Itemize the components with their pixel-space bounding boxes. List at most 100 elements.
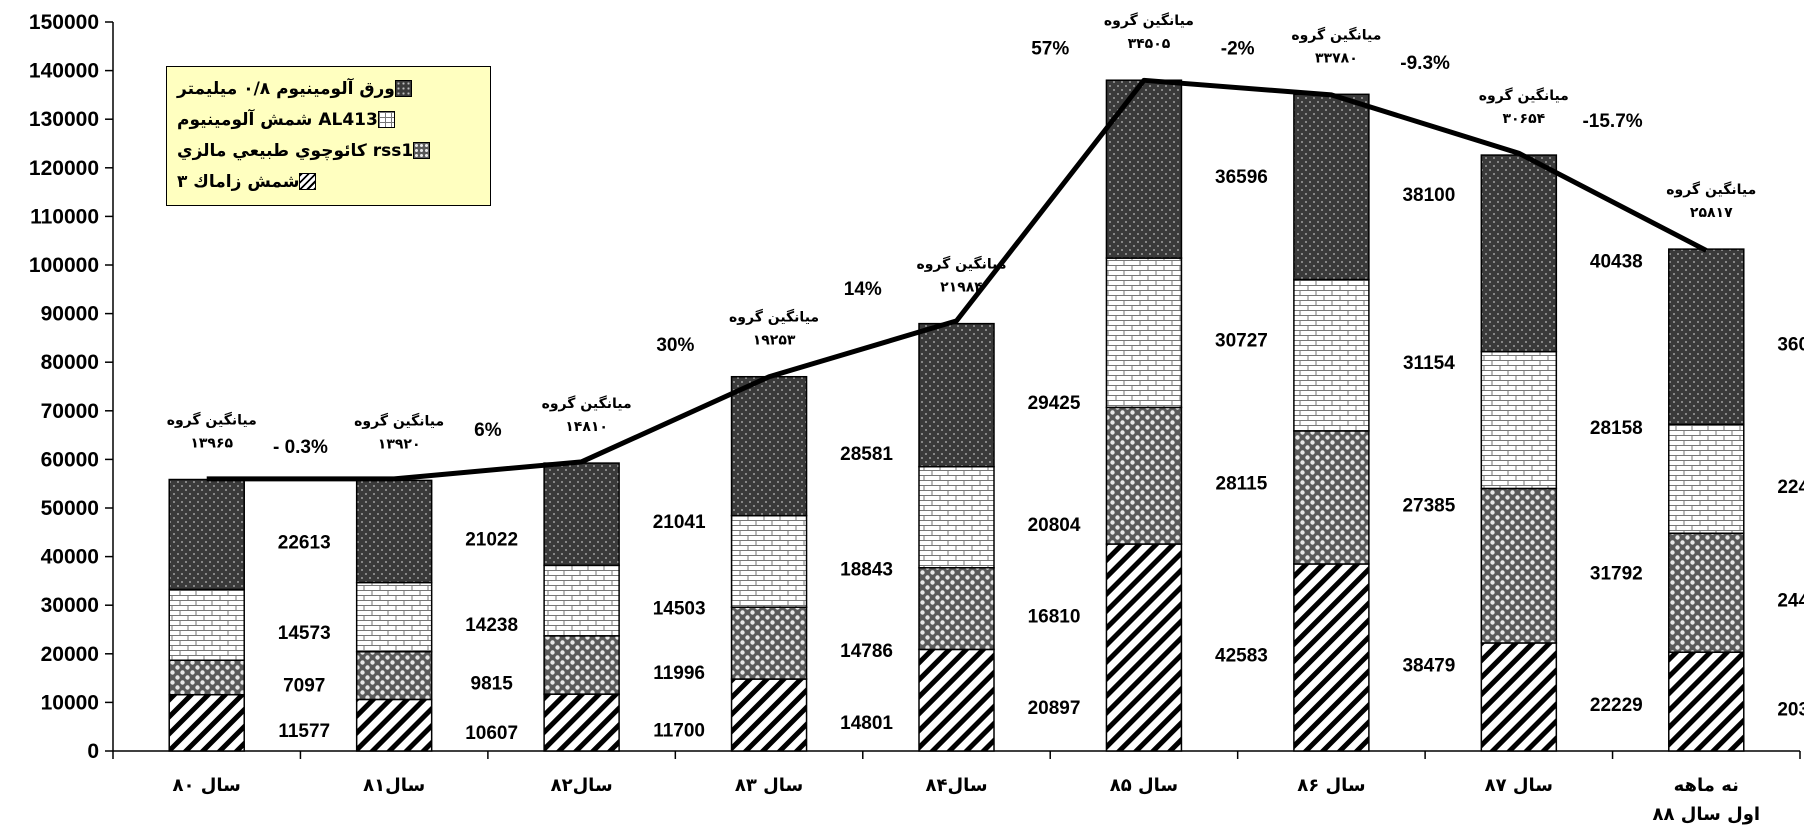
x-tick-label: سال ۸۰ <box>173 775 241 796</box>
data-label: 21022 <box>465 529 518 550</box>
bar-segment <box>1668 651 1745 752</box>
x-tick-label: اول سال ۸۸ <box>1652 804 1760 825</box>
bar-segment <box>1105 79 1183 259</box>
group-average-value: ۱۳۹۲۰ <box>378 436 421 452</box>
legend-swatch <box>413 142 431 159</box>
y-tick-label: 20000 <box>41 643 99 666</box>
y-tick-label: 90000 <box>41 303 99 326</box>
legend: ورق آلومينيوم ۰/۸ ميليمتر شمش آلومينيوم … <box>166 66 491 206</box>
data-label: 7097 <box>283 675 325 696</box>
bar-segment <box>355 581 433 653</box>
y-tick-label: 150000 <box>29 11 99 34</box>
percent-change-label: -2% <box>1221 38 1255 59</box>
group-average-label: ميانگين گروه <box>1291 26 1381 43</box>
data-label: 29425 <box>1028 393 1081 414</box>
trend-line <box>206 77 1708 482</box>
legend-swatch <box>377 111 395 128</box>
bar-segment <box>1105 257 1183 409</box>
group-average-value: ۱۳۹۶۵ <box>190 436 233 452</box>
data-label: 22406 <box>1777 477 1804 498</box>
bar-segment <box>918 648 995 752</box>
bar-segment <box>1668 423 1745 534</box>
bar-segment <box>168 693 245 752</box>
data-label: 28158 <box>1590 418 1643 439</box>
bar-segment <box>730 678 808 752</box>
data-label: 38100 <box>1402 185 1455 206</box>
bar-segment <box>355 479 433 584</box>
data-label: 28581 <box>840 444 893 465</box>
data-label: 22229 <box>1590 695 1643 716</box>
data-label: 11996 <box>653 663 705 684</box>
y-tick-label: 80000 <box>41 351 99 374</box>
group-average-label: ميانگين گروه <box>354 412 444 429</box>
data-label: 11577 <box>278 721 330 742</box>
percent-change-label: -9.3% <box>1400 53 1450 74</box>
percent-change-label: 30% <box>656 335 694 356</box>
bar-segment <box>918 566 995 651</box>
group-average-label: ميانگين گروه <box>542 395 632 412</box>
bar-segment <box>543 635 620 695</box>
data-label: 22613 <box>278 532 331 553</box>
bar-segment <box>1105 543 1183 752</box>
legend-swatch <box>394 80 412 97</box>
bar-segment <box>1480 350 1558 490</box>
data-label: 10607 <box>465 723 518 744</box>
bar-segment <box>1480 154 1558 353</box>
legend-item-series-1: شمش زاماك ۳ <box>177 166 480 197</box>
x-tick-label: نه ماهه <box>1674 775 1739 796</box>
legend-label: كائوچوي طبيعي مالزي rss1 <box>177 140 414 161</box>
y-tick-label: 100000 <box>29 254 99 277</box>
y-tick-label: 70000 <box>41 400 99 423</box>
data-label: 38479 <box>1402 655 1455 676</box>
data-label: 21041 <box>653 512 706 533</box>
bar-segment <box>355 698 433 752</box>
legend-label: شمش زاماك ۳ <box>177 171 300 192</box>
bar-segment <box>1293 93 1370 281</box>
group-average-label: ميانگين گروه <box>729 309 819 326</box>
bar-segment <box>543 693 620 752</box>
bar-segment <box>730 375 808 517</box>
bar-segment <box>543 564 620 637</box>
bar-segment <box>168 588 245 661</box>
data-label: 42583 <box>1215 646 1268 667</box>
legend-label: ورق آلومينيوم ۰/۸ ميليمتر <box>177 78 395 99</box>
data-label: 36056 <box>1777 335 1804 356</box>
data-label: 31792 <box>1590 564 1643 585</box>
y-tick-label: 10000 <box>41 691 99 714</box>
data-label: 14238 <box>465 615 518 636</box>
bar-segment <box>918 322 995 468</box>
legend-swatch <box>299 173 317 190</box>
group-average-value: ۳۴۵۰۵ <box>1128 36 1171 52</box>
percent-change-label: 14% <box>844 279 882 300</box>
bar-segment <box>1480 487 1558 644</box>
bar-segment <box>1668 248 1745 426</box>
legend-item-series-2: كائوچوي طبيعي مالزي rss1 <box>177 135 480 166</box>
y-tick-label: 140000 <box>29 60 99 83</box>
bar-segment <box>1293 430 1370 565</box>
data-label: 14801 <box>840 713 893 734</box>
data-label: 24472 <box>1777 591 1804 612</box>
group-average-value: ۱۴۸۱۰ <box>565 419 608 435</box>
group-average-value: ۲۱۹۸۴ <box>940 280 983 296</box>
bar-segment <box>1480 642 1558 752</box>
percent-change-label: 6% <box>474 420 502 441</box>
data-label: 14573 <box>278 623 331 644</box>
legend-label: شمش آلومينيوم AL413 <box>177 109 378 130</box>
data-label: 16810 <box>1028 607 1081 628</box>
data-label: 40438 <box>1590 251 1643 272</box>
x-tick-label: سال۸۲ <box>551 775 613 796</box>
group-average-value: ۱۹۲۵۳ <box>753 333 796 349</box>
y-tick-label: 30000 <box>41 594 99 617</box>
data-label: 20333 <box>1777 700 1804 721</box>
y-tick-label: 50000 <box>41 497 99 520</box>
data-label: 30727 <box>1215 331 1268 352</box>
bar-segment <box>168 659 245 696</box>
data-label: 31154 <box>1403 353 1455 374</box>
group-average-label: ميانگين گروه <box>1104 12 1194 29</box>
bar-segment <box>1293 563 1370 752</box>
data-label: 9815 <box>471 674 514 695</box>
group-average-label: ميانگين گروه <box>1479 87 1569 104</box>
data-label: 14786 <box>840 641 893 662</box>
x-tick-label: سال ۸۶ <box>1297 775 1365 796</box>
